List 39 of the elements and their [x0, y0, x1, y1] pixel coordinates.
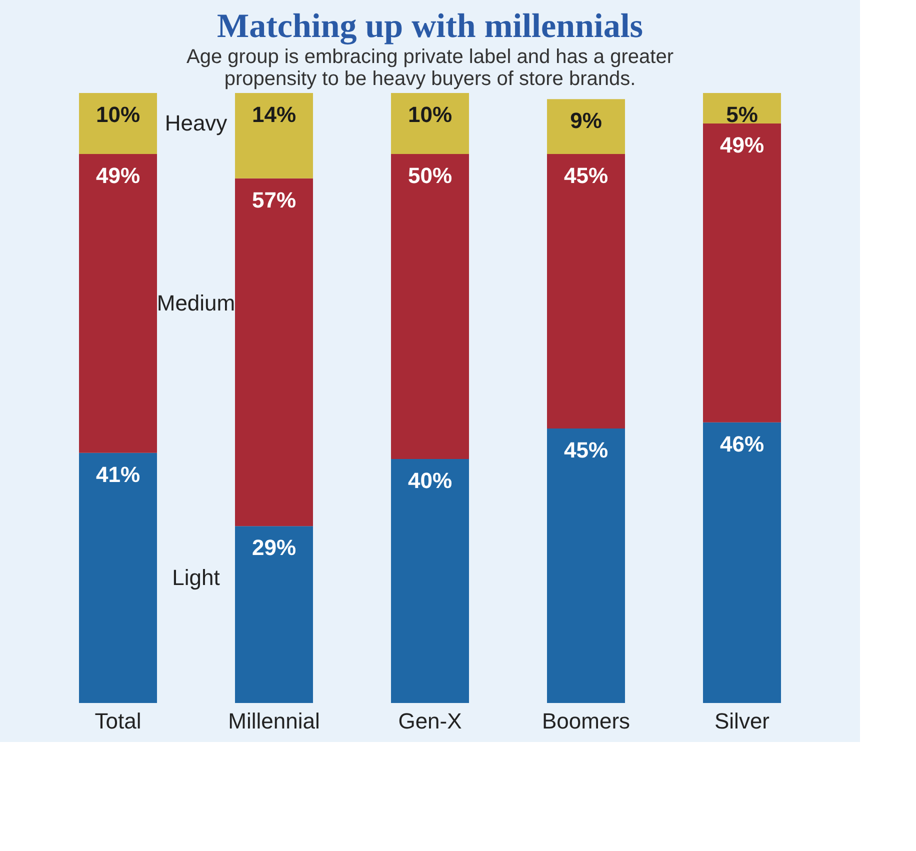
x-tick-label: Total — [94, 708, 142, 734]
x-tick-label: Gen-X — [398, 708, 462, 734]
data-label: 10% — [408, 102, 452, 127]
bar — [235, 526, 313, 703]
series-label: Light — [172, 564, 220, 590]
data-label: 46% — [720, 431, 764, 456]
data-label: 40% — [408, 468, 452, 493]
chart-title: Matching up with millennials — [216, 8, 644, 45]
bar — [703, 124, 781, 422]
bar — [79, 93, 157, 154]
data-label: 50% — [408, 163, 452, 188]
data-label: 14% — [252, 102, 296, 127]
data-label: 45% — [564, 163, 608, 188]
data-label: 41% — [96, 462, 140, 487]
data-label: 5% — [726, 102, 758, 127]
bar — [79, 452, 157, 703]
bar — [235, 178, 313, 526]
bar — [547, 154, 625, 428]
bar — [703, 422, 781, 703]
data-label: 49% — [96, 163, 140, 188]
bar — [547, 428, 625, 703]
data-label: 29% — [252, 535, 296, 560]
x-tick-label: Silver — [714, 708, 770, 734]
data-label: 9% — [570, 108, 602, 134]
bar — [235, 93, 313, 178]
series-label: Heavy — [164, 110, 228, 136]
bar — [391, 93, 469, 154]
x-tick-label: Boomers — [542, 708, 630, 734]
x-tick-label: Millennial — [228, 708, 320, 734]
data-label: 45% — [564, 438, 608, 462]
bar — [391, 154, 469, 459]
bar — [391, 459, 469, 703]
bar — [547, 99, 625, 154]
series-label: Medium — [156, 290, 236, 316]
bar — [79, 154, 157, 453]
data-label: 49% — [720, 132, 764, 158]
chart-subtitle: Age group is embracing private label and has a greater propensity to be heavy buyers of store brands. — [186, 46, 674, 90]
data-label: 10% — [96, 102, 140, 127]
data-label: 57% — [252, 187, 296, 212]
